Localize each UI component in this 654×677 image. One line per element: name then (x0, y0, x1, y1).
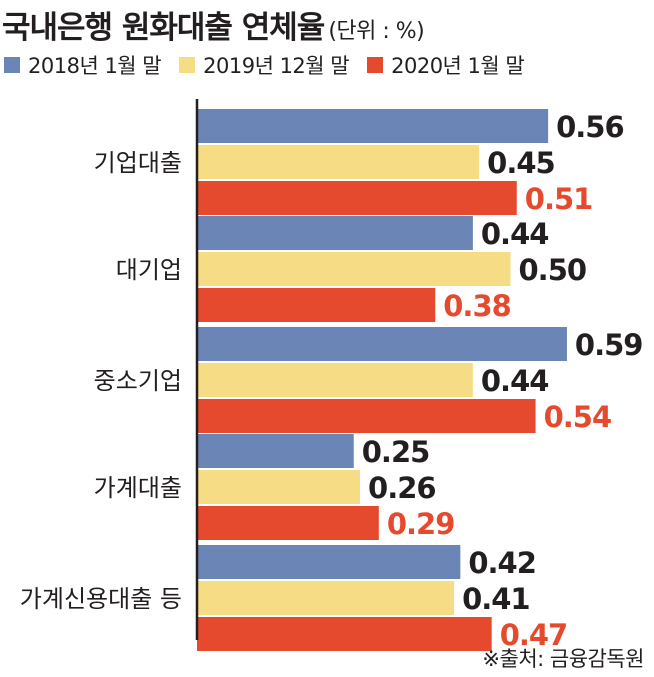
bar-1 (197, 434, 354, 468)
data-label: 0.50 (519, 253, 587, 287)
data-label: 0.41 (462, 582, 530, 616)
legend-label-series-3: 2020년 1월 말 (391, 54, 525, 78)
data-label: 0.42 (468, 546, 536, 580)
bar-2 (197, 252, 511, 286)
category-label: 기업대출 (94, 149, 182, 177)
bar-2 (197, 581, 455, 615)
legend-label-series-1: 2018년 1월 말 (28, 54, 162, 78)
category-label: 중소기업 (94, 367, 182, 395)
data-label: 0.38 (443, 289, 511, 323)
bar-3 (197, 181, 517, 215)
bar-3 (197, 288, 436, 322)
unit-label: (단위 : %) (328, 19, 425, 44)
bar-1 (197, 545, 461, 579)
bar-1 (197, 327, 567, 361)
legend-item-series-2: 2019년 12월 말 (179, 50, 350, 80)
source-note: ※출처: 금융감독원 (482, 647, 644, 671)
data-label: 0.25 (362, 435, 430, 469)
bar-2 (197, 470, 361, 504)
bar-1 (197, 109, 549, 143)
chart-title: 국내은행 원화대출 연체율 (2, 10, 325, 46)
data-label: 0.51 (525, 182, 593, 216)
legend-swatch-series-3 (367, 57, 384, 73)
data-label: 0.47 (500, 618, 568, 652)
chart-header: 국내은행 원화대출 연체율 (단위 : %) (2, 2, 425, 47)
data-label: 0.26 (368, 471, 436, 505)
bar-3 (197, 617, 492, 651)
data-label: 0.44 (481, 217, 549, 251)
data-label: 0.45 (487, 146, 555, 180)
legend: 2018년 1월 말 2019년 12월 말 2020년 1월 말 (4, 50, 525, 80)
legend-swatch-series-1 (4, 57, 20, 73)
bar-3 (197, 399, 536, 433)
bar-1 (197, 216, 473, 250)
legend-item-series-1: 2018년 1월 말 (4, 50, 162, 80)
data-label: 0.44 (481, 364, 549, 398)
data-label: 0.59 (575, 328, 643, 362)
bar-2 (197, 363, 473, 397)
category-label: 가계신용대출 등 (20, 585, 182, 613)
bar-2 (197, 145, 480, 179)
data-label: 0.29 (387, 507, 455, 541)
legend-label-series-2: 2019년 12월 말 (203, 54, 350, 78)
legend-item-series-3: 2020년 1월 말 (367, 50, 525, 80)
legend-swatch-series-2 (179, 57, 196, 73)
data-label: 0.54 (544, 400, 612, 434)
category-label: 가계대출 (94, 474, 182, 502)
category-label: 대기업 (116, 256, 182, 284)
bar-3 (197, 506, 379, 540)
data-label: 0.56 (556, 110, 624, 144)
